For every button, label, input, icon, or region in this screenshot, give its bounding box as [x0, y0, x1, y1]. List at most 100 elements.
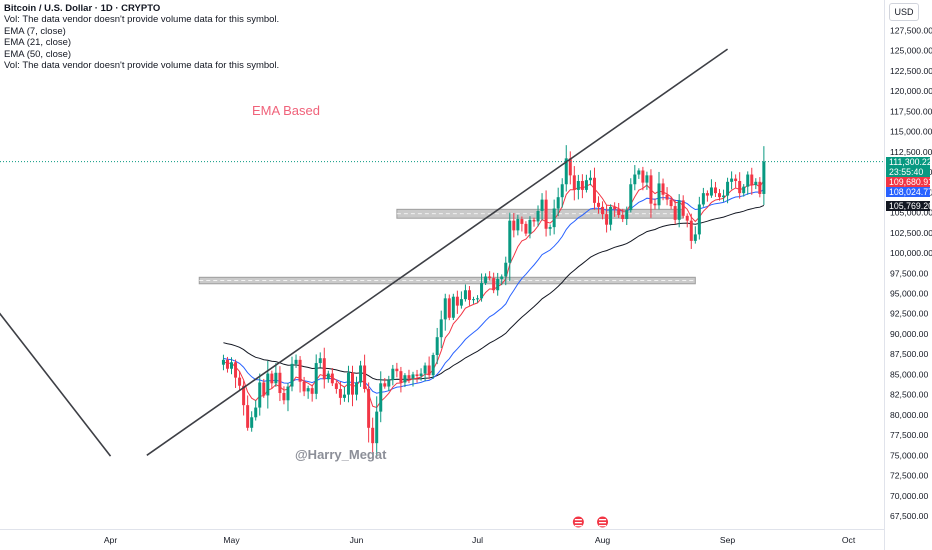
candle-body [407, 375, 411, 379]
trendline [0, 312, 112, 457]
candle-body [762, 161, 766, 194]
candle-body [334, 383, 338, 389]
y-tick-label: 70,000.00 [890, 491, 928, 501]
candle-body [467, 290, 471, 300]
candle-body [246, 405, 250, 428]
candle-body [230, 362, 234, 369]
candle-body [399, 371, 403, 383]
candle-body [427, 365, 431, 376]
last-price-value: 111,300.22 [889, 157, 932, 167]
candle-body [480, 282, 484, 299]
candle-body [322, 358, 326, 380]
candle-body [580, 181, 584, 190]
x-axis-label: Aug [595, 535, 611, 545]
volume-note: Vol: The data vendor doesn't provide vol… [4, 14, 280, 26]
ema7-legend[interactable]: EMA (7, close) [4, 25, 66, 37]
author-watermark: @Harry_Megat [295, 447, 387, 462]
candle-body [471, 299, 475, 301]
candle-body [528, 219, 532, 234]
candle-body [689, 220, 693, 241]
ema-based-annotation[interactable]: EMA Based [252, 103, 320, 118]
candle-body [492, 278, 496, 291]
y-tick-label: 115,000.00 [890, 127, 932, 137]
last-price-tag: 111,300.22 23:55:40 [886, 157, 932, 177]
candle-body [504, 262, 508, 277]
candle-body [568, 158, 572, 176]
chart-legend: Bitcoin / U.S. Dollar · 1D · CRYPTO Vol:… [4, 3, 279, 71]
candle-body [718, 193, 722, 198]
candle-body [431, 354, 435, 376]
ema21-line [223, 188, 765, 394]
candle-body [693, 234, 697, 241]
candle-body [286, 386, 290, 401]
candle-body [645, 175, 649, 183]
candle-body [439, 319, 443, 338]
y-tick-label: 97,500.00 [890, 268, 928, 278]
candle-body [681, 200, 685, 216]
candle-body [262, 382, 266, 396]
candle-body [726, 181, 730, 196]
candle-body [532, 219, 536, 222]
ema7-price-tag: 109,680.91 [886, 177, 932, 187]
candle-body [278, 372, 282, 394]
candle-body [488, 276, 492, 279]
event-icon-stripe [599, 525, 607, 527]
candle-body [613, 206, 617, 210]
candle-body [508, 220, 512, 263]
candle-body [722, 195, 726, 198]
y-tick-label: 105,000.00 [890, 208, 932, 218]
y-tick-label: 87,500.00 [890, 349, 928, 359]
candle-body [294, 359, 298, 364]
candle-body [576, 181, 580, 190]
candle-body [730, 178, 734, 182]
candle-body [411, 374, 415, 379]
candle-body [584, 180, 588, 190]
candle-body [605, 214, 609, 225]
candle-body [258, 382, 262, 408]
candle-body [633, 174, 637, 185]
candle-body [238, 377, 242, 386]
candle-body [746, 174, 750, 187]
ema50-legend[interactable]: EMA (50, close) [4, 48, 72, 60]
candle-body [742, 186, 746, 194]
candle-body [330, 373, 334, 384]
symbol-title[interactable]: Bitcoin / U.S. Dollar · 1D · CRYPTO [4, 3, 161, 14]
y-tick-label: 72,500.00 [890, 471, 928, 481]
candle-body [520, 219, 524, 224]
currency-button[interactable]: USD [889, 3, 919, 21]
candle-body [496, 278, 500, 291]
y-tick-label: 102,500.00 [890, 228, 932, 238]
ema21-legend[interactable]: EMA (21, close) [4, 37, 72, 49]
candle-body [548, 227, 552, 229]
candle-body [302, 381, 306, 392]
y-tick-label: 85,000.00 [890, 369, 928, 379]
y-tick-label: 92,500.00 [890, 309, 928, 319]
candle-body [609, 206, 613, 225]
candle-body [750, 174, 754, 186]
us-flag-event-icon[interactable] [571, 515, 585, 529]
candle-body [629, 184, 633, 211]
event-icon-stripe [599, 519, 607, 521]
candle-body [500, 276, 504, 279]
us-flag-event-icon[interactable] [596, 515, 610, 529]
candle-body [443, 298, 447, 320]
candle-body [564, 158, 568, 185]
candle-body [270, 373, 274, 384]
candle-body [738, 181, 742, 194]
event-icon-stripe [574, 522, 582, 524]
y-tick-label: 127,500.00 [890, 26, 932, 36]
candle-body [552, 208, 556, 228]
candle-body [665, 194, 669, 200]
candle-body [637, 170, 641, 175]
trendline [146, 48, 729, 456]
candle-body [435, 337, 439, 355]
candle-body [298, 359, 302, 382]
candle-body [326, 373, 330, 380]
candle-body [588, 177, 592, 181]
candle-body [476, 298, 480, 300]
candle-body [447, 298, 451, 318]
candle-body [617, 209, 621, 215]
candle-body [601, 206, 605, 215]
candle-body [572, 175, 576, 190]
